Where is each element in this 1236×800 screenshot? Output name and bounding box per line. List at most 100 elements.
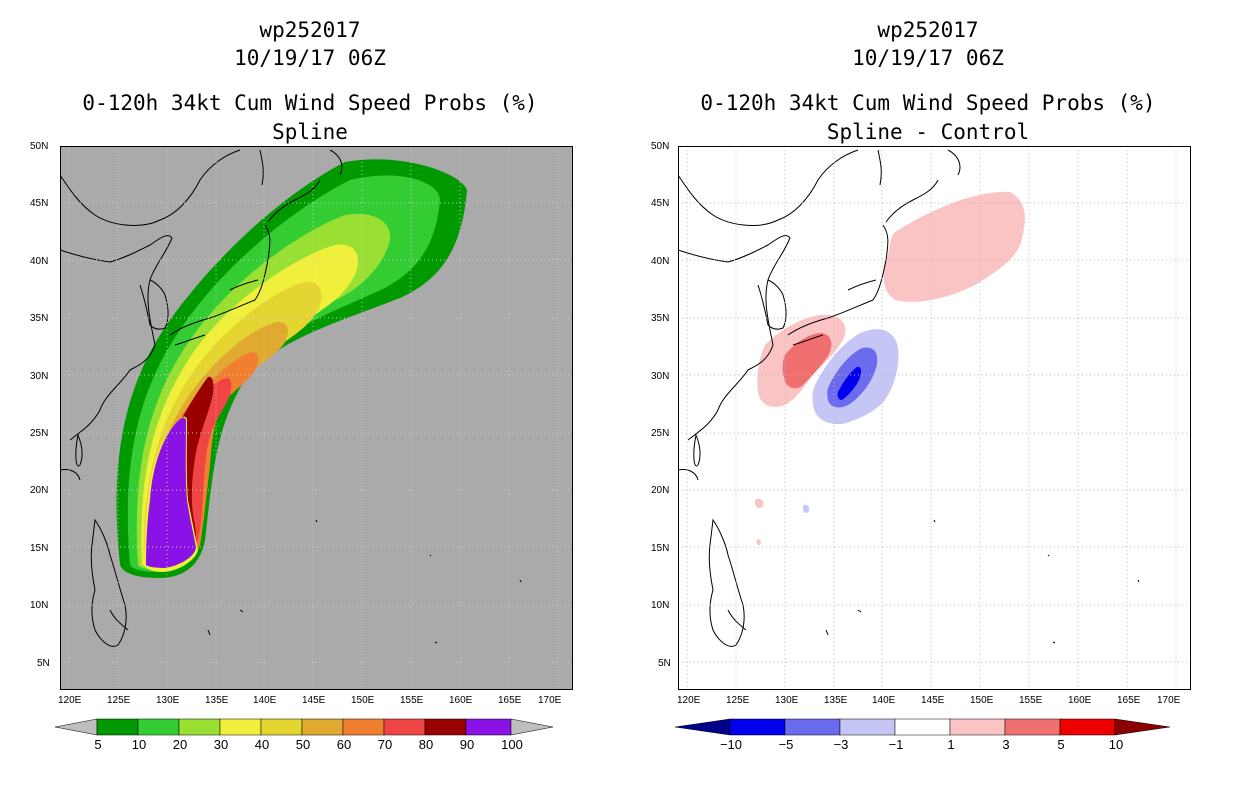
left-colorbar-label: 30 xyxy=(213,737,229,752)
left-storm-id: wp252017 xyxy=(259,18,361,42)
right-colorbar-bin xyxy=(1059,718,1116,736)
left-colorbar xyxy=(55,718,554,736)
left-colorbar-bin xyxy=(465,718,512,736)
right-lon-tick: 120E xyxy=(677,695,701,706)
left-subtitle: Spline xyxy=(272,120,348,144)
left-grid xyxy=(60,146,573,690)
left-colorbar-bin xyxy=(260,718,303,736)
left-lat-tick: 15N xyxy=(30,543,49,554)
right-subtitle: Spline - Control xyxy=(826,120,1030,144)
left-colorbar-bin xyxy=(383,718,426,736)
right-lon-tick: 170E xyxy=(1157,695,1181,706)
left-colorbar-bin xyxy=(219,718,262,736)
left-colorbar-label: 5 xyxy=(94,737,102,752)
left-colorbar-bin xyxy=(178,718,221,736)
left-map-frame xyxy=(60,146,573,690)
diff-plus1-northeast xyxy=(883,191,1025,302)
right-lat-tick: 45N xyxy=(651,198,670,209)
left-lat-tick: 45N xyxy=(30,198,49,209)
right-storm-id: wp252017 xyxy=(877,18,979,42)
right-lon-tick: 135E xyxy=(824,695,848,706)
left-colorbar-under xyxy=(55,718,98,736)
philippines-coast xyxy=(90,518,129,647)
left-lat-tick: 10N xyxy=(30,600,49,611)
right-lat-tick: 15N xyxy=(651,543,670,554)
diff-plus1-speck xyxy=(754,498,764,508)
left-colorbar-bin xyxy=(96,718,139,736)
right-colorbar-label: −3 xyxy=(833,737,849,752)
right-datetime: 10/19/17 06Z xyxy=(852,46,1004,70)
left-colorbar-label: 50 xyxy=(295,737,311,752)
right-grid xyxy=(678,146,1191,690)
diff-plus1-speck xyxy=(756,539,761,546)
left-lat-tick: 35N xyxy=(30,313,49,324)
left-colorbar-label: 80 xyxy=(418,737,434,752)
right-colorbar-label: 5 xyxy=(1057,737,1065,752)
left-colorbar-label: 20 xyxy=(172,737,188,752)
right-colorbar-bin xyxy=(729,718,786,736)
left-lat-tick: 25N xyxy=(30,428,49,439)
right-coastline xyxy=(678,149,1140,647)
right-colorbar-label: −5 xyxy=(778,737,794,752)
right-lat-tick: 40N xyxy=(651,256,670,267)
difference-field xyxy=(754,191,1025,546)
right-colorbar-label: 10 xyxy=(1108,737,1124,752)
right-lon-tick: 160E xyxy=(1068,695,1092,706)
right-colorbar-over xyxy=(1114,718,1171,736)
left-datetime: 10/19/17 06Z xyxy=(234,46,386,70)
right-lon-tick: 140E xyxy=(872,695,896,706)
left-colorbar-label: 60 xyxy=(336,737,352,752)
right-lat-tick: 35N xyxy=(651,313,670,324)
diff-minus1-speck xyxy=(802,504,810,513)
left-lon-tick: 155E xyxy=(400,695,424,706)
right-colorbar-under xyxy=(675,718,731,736)
left-lat-tick: 30N xyxy=(30,371,49,382)
right-map-frame xyxy=(678,146,1191,690)
left-coastline xyxy=(60,149,522,647)
left-colorbar-bin xyxy=(301,718,344,736)
left-lat-tick: 5N xyxy=(37,658,50,669)
left-colorbar-bin xyxy=(424,718,467,736)
right-lat-tick: 50N xyxy=(651,141,670,152)
left-lat-tick: 40N xyxy=(30,256,49,267)
left-lon-tick: 120E xyxy=(58,695,82,706)
contour-100pct xyxy=(146,417,196,568)
left-colorbar-label: 70 xyxy=(377,737,393,752)
left-colorbar-over xyxy=(510,718,554,736)
right-product-title: 0-120h 34kt Cum Wind Speed Probs (%) xyxy=(700,91,1156,115)
right-lon-tick: 145E xyxy=(921,695,945,706)
left-lon-tick: 165E xyxy=(498,695,522,706)
islands xyxy=(207,519,522,644)
right-colorbar-bin xyxy=(839,718,896,736)
diff-minus5 xyxy=(837,366,862,400)
right-lat-tick: 30N xyxy=(651,371,670,382)
japan-coast xyxy=(169,179,321,346)
right-colorbar-label: −1 xyxy=(888,737,904,752)
sakhalin-coast xyxy=(259,149,343,186)
left-colorbar-bin xyxy=(342,718,385,736)
right-colorbar xyxy=(675,718,1171,736)
right-lon-tick: 150E xyxy=(970,695,994,706)
right-lat-tick: 10N xyxy=(651,600,670,611)
left-lon-tick: 150E xyxy=(351,695,375,706)
left-lon-tick: 135E xyxy=(205,695,229,706)
left-lat-tick: 20N xyxy=(30,485,49,496)
left-lon-tick: 125E xyxy=(107,695,131,706)
korea-coast xyxy=(139,279,169,330)
right-colorbar-bin xyxy=(1004,718,1061,736)
right-lon-tick: 130E xyxy=(775,695,799,706)
right-colorbar-label: 3 xyxy=(1002,737,1010,752)
left-colorbar-label: 40 xyxy=(254,737,270,752)
left-lon-tick: 140E xyxy=(253,695,277,706)
left-map xyxy=(60,146,573,690)
left-lon-tick: 160E xyxy=(449,695,473,706)
right-lat-tick: 20N xyxy=(651,485,670,496)
left-product-title: 0-120h 34kt Cum Wind Speed Probs (%) xyxy=(82,91,538,115)
right-map xyxy=(678,146,1191,690)
left-lon-tick: 145E xyxy=(302,695,326,706)
left-colorbar-bin xyxy=(137,718,180,736)
right-lat-tick: 25N xyxy=(651,428,670,439)
right-lon-tick: 165E xyxy=(1117,695,1141,706)
left-lon-tick: 170E xyxy=(538,695,562,706)
left-lon-tick: 130E xyxy=(156,695,180,706)
